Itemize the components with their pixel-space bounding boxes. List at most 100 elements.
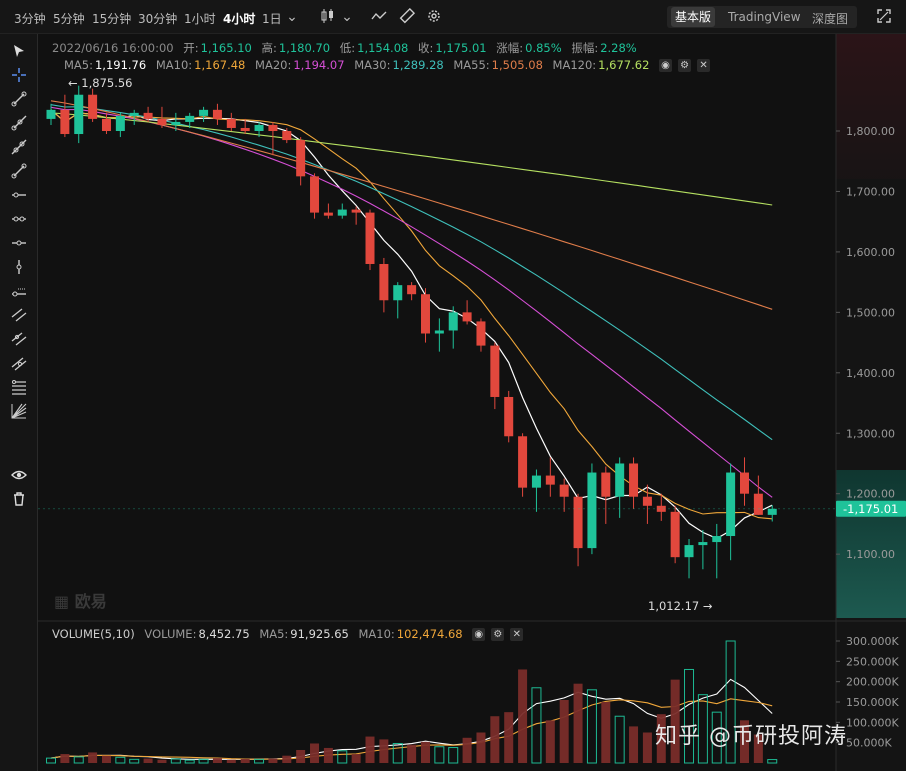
- ma-legend: MA5: 1,191.76 MA10: 1,167.48 MA20: 1,194.07…: [64, 58, 716, 72]
- price-channel-icon[interactable]: [11, 331, 27, 347]
- candle-body: [226, 118, 236, 128]
- eye-icon[interactable]: ◉: [659, 59, 673, 72]
- volume-tick-label: 100.000K: [846, 716, 899, 729]
- legend-amp: 2.28%: [600, 41, 637, 55]
- extended-line-icon[interactable]: [11, 139, 27, 155]
- ma120-label: MA120:: [552, 58, 597, 72]
- interval-30m[interactable]: 30分钟: [138, 12, 178, 26]
- candle-body: [698, 542, 708, 546]
- interval-5m[interactable]: 5分钟: [53, 12, 85, 26]
- horizontal-line-icon[interactable]: [11, 211, 27, 227]
- gear-icon[interactable]: ⚙: [678, 59, 692, 72]
- candle-body: [518, 436, 528, 488]
- fullscreen-icon[interactable]: [875, 8, 893, 26]
- ma10-value: 1,167.48: [194, 58, 246, 72]
- eye-icon[interactable]: ◉: [472, 628, 486, 641]
- min-price-label: 1,012.17 →: [648, 599, 713, 613]
- flat-channel-icon[interactable]: [11, 355, 27, 371]
- chevron-down-icon[interactable]: ⌄: [286, 9, 298, 25]
- candle-body: [629, 463, 639, 497]
- close-icon[interactable]: ✕: [697, 59, 711, 72]
- volume-bar: [296, 749, 306, 763]
- volume-bar: [462, 737, 472, 763]
- trash-icon[interactable]: [11, 491, 27, 507]
- candle-body: [684, 545, 694, 558]
- candle-body: [282, 131, 292, 141]
- volume-bar: [351, 754, 361, 763]
- chevron-down-icon[interactable]: ⌄: [341, 9, 353, 25]
- ray-icon[interactable]: [11, 115, 27, 131]
- vertical-line-icon[interactable]: [11, 259, 27, 275]
- fibonacci-icon[interactable]: [11, 379, 27, 395]
- volume-bar: [518, 669, 528, 763]
- interval-4h[interactable]: 4小时: [223, 12, 256, 26]
- candle-body: [434, 330, 444, 334]
- ma10-label: MA10:: [155, 58, 193, 72]
- arrow-line-icon[interactable]: [11, 163, 27, 179]
- candle-body: [88, 94, 98, 119]
- volume-bar: [240, 758, 250, 763]
- view-depth[interactable]: 深度图: [812, 12, 849, 26]
- price-tick-label: 1,800.00: [846, 125, 895, 138]
- trend-line-icon[interactable]: [11, 91, 27, 107]
- horizontal-segment-icon[interactable]: [11, 235, 27, 251]
- volume-bar: [115, 756, 126, 764]
- volume-bar: [143, 758, 153, 763]
- drawing-ruler-icon[interactable]: [398, 7, 416, 26]
- fib-fan-icon[interactable]: [11, 403, 27, 419]
- volume-bar: [711, 711, 722, 764]
- interval-15m[interactable]: 15分钟: [92, 12, 132, 26]
- volume-bar: [531, 687, 542, 764]
- interval-1h[interactable]: 1小时: [184, 12, 216, 26]
- interval-3m[interactable]: 3分钟: [14, 12, 46, 26]
- candles: [46, 85, 777, 579]
- legend-high: 1,180.70: [278, 41, 331, 55]
- candle-body: [212, 109, 222, 119]
- horizontal-ray-icon[interactable]: [11, 187, 27, 203]
- candle-body: [545, 475, 555, 485]
- last-price-label: -1,175.01: [843, 502, 898, 516]
- volume-tick-label: 200.000K: [846, 676, 899, 689]
- cursor-icon[interactable]: [11, 43, 27, 59]
- price-line-icon[interactable]: [11, 283, 27, 299]
- volume-axis: 50.000K 100.000K 150.000K 200.000K 250.000K 3…: [836, 635, 899, 750]
- view-basic[interactable]: 基本版: [671, 7, 716, 27]
- volume-bar: [670, 679, 680, 763]
- price-tick-label: 1,500.00: [846, 306, 895, 319]
- volume-bar: [365, 736, 375, 763]
- price-tick-label: 1,200.00: [846, 488, 895, 501]
- volume-bar: [226, 759, 236, 763]
- crosshair-icon[interactable]: [11, 67, 27, 83]
- volume-bar: [407, 744, 417, 763]
- price-tick-label: 1,700.00: [846, 185, 895, 198]
- volume-bar: [448, 747, 459, 764]
- view-tradingview[interactable]: TradingView: [728, 10, 801, 24]
- volume-bar: [268, 758, 278, 763]
- candle-body: [601, 472, 611, 497]
- legend-change: 0.85%: [525, 41, 562, 55]
- indicator-icon[interactable]: [370, 8, 388, 26]
- volume-bar: [88, 752, 98, 763]
- gear-icon[interactable]: [425, 8, 443, 26]
- volume-tick-label: 50.000K: [846, 737, 892, 750]
- ma-line-ma120: [50, 112, 773, 206]
- candle-body: [323, 212, 333, 216]
- interval-1d[interactable]: 1日: [262, 12, 282, 26]
- price-axis: 1,100.00 1,200.00 1,300.00 1,400.00 1,500.00…: [38, 125, 906, 561]
- parallel-channel-icon[interactable]: [11, 307, 27, 323]
- candle-body: [531, 475, 541, 488]
- ma55-value: 1,505.08: [491, 58, 543, 72]
- volume-bar: [157, 759, 167, 763]
- volume-bar: [254, 758, 265, 764]
- volume-tick-label: 250.000K: [846, 655, 899, 668]
- gear-icon[interactable]: ⚙: [491, 628, 505, 641]
- eye-icon[interactable]: [11, 467, 27, 483]
- candle-body: [365, 212, 375, 264]
- volume-label: VOLUME:: [144, 627, 197, 641]
- volume-bar: [753, 734, 763, 763]
- close-icon[interactable]: ✕: [510, 628, 524, 641]
- candle-body: [393, 285, 403, 301]
- candle-body: [185, 115, 195, 122]
- candle-type-icon[interactable]: [318, 8, 336, 26]
